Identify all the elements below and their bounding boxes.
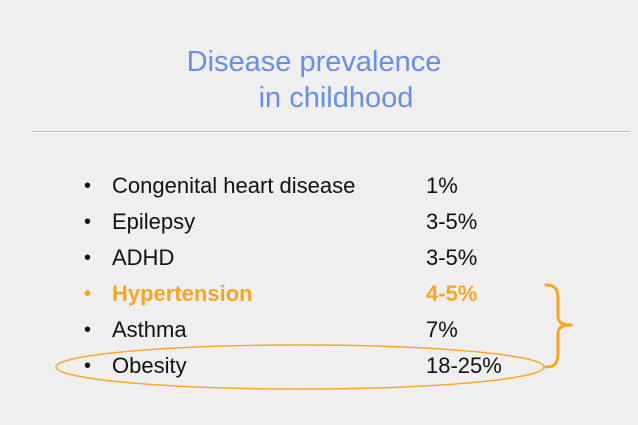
item-value: 3-5% (426, 209, 478, 234)
slide-title: Disease prevalence in childhood (0, 44, 638, 116)
bullet-icon: • (84, 283, 92, 305)
item-label: Asthma (112, 317, 187, 342)
item-label: Congenital heart disease (112, 173, 356, 198)
item-value: 3-5% (426, 245, 478, 270)
item-value: 7% (426, 317, 458, 342)
bullet-icon: • (84, 355, 92, 377)
list-item-hypertension: • Hypertension 4-5% (84, 276, 604, 312)
list-item-congenital-heart-disease: • Congenital heart disease 1% (84, 168, 604, 204)
item-label: Epilepsy (112, 209, 196, 234)
item-label: ADHD (112, 245, 175, 270)
bullet-icon: • (84, 175, 92, 197)
item-value: 18-25% (426, 353, 502, 378)
title-divider (32, 131, 630, 133)
bullet-icon: • (84, 211, 92, 233)
list-item-adhd: • ADHD 3-5% (84, 240, 604, 276)
prevalence-list: • Congenital heart disease 1% • Epilepsy… (84, 168, 604, 384)
bullet-icon: • (84, 319, 92, 341)
item-label: Obesity (112, 353, 187, 378)
list-item-asthma: • Asthma 7% (84, 312, 604, 348)
list-item-epilepsy: • Epilepsy 3-5% (84, 204, 604, 240)
list-item-obesity: • Obesity 18-25% (84, 348, 604, 384)
bullet-icon: • (84, 247, 92, 269)
item-value: 4-5% (426, 281, 478, 306)
item-label: Hypertension (112, 281, 253, 306)
title-line-2: in childhood (258, 82, 414, 114)
title-line-1: Disease prevalence (186, 46, 442, 78)
item-value: 1% (426, 173, 458, 198)
